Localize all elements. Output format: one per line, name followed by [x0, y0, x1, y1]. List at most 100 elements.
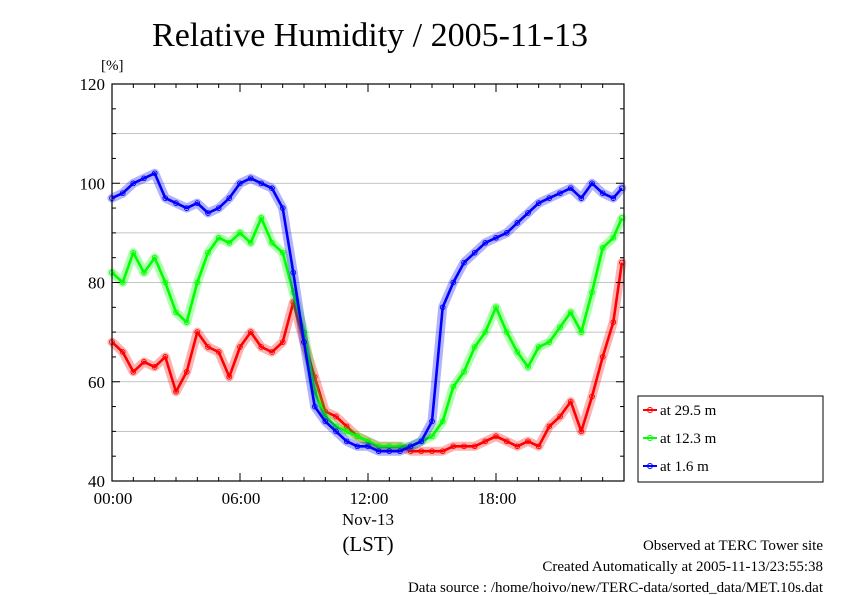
data-point: [589, 180, 595, 187]
data-point: [407, 443, 414, 450]
data-point: [183, 368, 190, 375]
data-point: [130, 249, 137, 256]
legend-entries: at 29.5 m at 12.3 m at 1.6 m: [643, 403, 717, 475]
legend-entry: at 1.6 m: [643, 459, 709, 475]
data-point: [546, 339, 553, 345]
data-point: [173, 309, 179, 316]
data-point: [151, 254, 158, 261]
y-axis: 40 60 80 100 120: [80, 75, 624, 491]
data-point: [247, 175, 254, 182]
data-point: [301, 339, 307, 345]
data-point: [226, 239, 233, 246]
data-point: [461, 443, 467, 450]
data-point: [482, 329, 489, 335]
data-point: [535, 344, 542, 350]
data-point: [258, 180, 265, 187]
data-point: [141, 175, 147, 182]
data-point: [557, 324, 563, 331]
data-point: [429, 433, 435, 440]
data-point: [429, 448, 435, 455]
series-line: [111, 216, 624, 448]
grid: [112, 133, 624, 432]
data-point: [279, 249, 286, 256]
data-point: [471, 443, 478, 450]
data-point: [119, 349, 126, 355]
data-point: [354, 443, 361, 450]
data-point: [173, 200, 179, 206]
data-point: [514, 220, 521, 226]
data-point: [247, 329, 254, 335]
legend-marker: [647, 407, 653, 413]
data-point: [578, 428, 585, 435]
chart-title: Relative Humidity / 2005-11-13: [152, 17, 588, 54]
data-point: [194, 329, 201, 335]
data-point: [429, 418, 435, 425]
data-point: [237, 230, 243, 236]
data-point: [439, 448, 446, 455]
legend-entry: at 29.5 m: [643, 403, 717, 419]
x-tick-label: 00:00: [94, 489, 133, 508]
data-point: [546, 195, 553, 201]
data-point: [130, 368, 137, 375]
data-point: [450, 279, 457, 286]
data-point: [482, 438, 489, 445]
data-point: [503, 438, 510, 445]
data-point: [450, 383, 457, 390]
x-axis: 00:00 06:00 12:00 18:00: [94, 84, 625, 508]
data-point: [333, 413, 339, 420]
data-point: [589, 289, 595, 296]
data-point: [439, 418, 446, 425]
data-point: [279, 205, 286, 211]
data-point: [205, 344, 211, 350]
series-3: [107, 168, 627, 456]
data-point: [610, 319, 617, 326]
data-point: [215, 234, 222, 241]
data-point: [183, 205, 190, 211]
data-point: [205, 210, 211, 216]
data-point: [151, 170, 158, 177]
data-point: [525, 438, 531, 445]
data-point: [503, 230, 510, 236]
footer-created: Created Automatically at 2005-11-13/23:5…: [542, 559, 823, 575]
data-point: [322, 418, 329, 425]
footer-source: Data source : /home/hoivo/new/TERC-data/…: [408, 580, 824, 595]
data-point: [226, 373, 233, 380]
data-point: [194, 200, 201, 206]
data-point: [119, 190, 126, 197]
data-point: [535, 443, 542, 450]
series-line: [111, 172, 623, 453]
data-point: [173, 388, 179, 395]
data-point: [290, 269, 297, 276]
data-point: [141, 269, 147, 276]
data-point: [258, 344, 265, 350]
data-point: [151, 364, 158, 370]
data-point: [493, 234, 499, 241]
data-point: [610, 234, 617, 241]
data-point: [567, 185, 574, 192]
data-point: [375, 448, 382, 455]
data-point: [183, 319, 190, 326]
legend-label: at 12.3 m: [660, 431, 717, 447]
data-point: [311, 403, 318, 410]
data-point: [205, 249, 211, 256]
y-tick-label: 60: [88, 373, 105, 392]
data-point: [130, 180, 137, 187]
data-point: [162, 354, 169, 360]
series-1: [107, 258, 627, 456]
data-point: [439, 304, 446, 311]
data-point: [525, 210, 531, 216]
data-point: [567, 309, 574, 316]
x-axis-unit-label: (LST): [342, 532, 393, 556]
data-point: [567, 398, 574, 405]
data-point: [599, 190, 606, 197]
data-point: [514, 349, 521, 355]
legend-marker: [647, 435, 653, 441]
data-point: [237, 344, 243, 350]
data-point: [269, 185, 275, 192]
data-point: [578, 329, 585, 335]
data-point: [599, 244, 606, 251]
x-tick-label: 18:00: [478, 489, 517, 508]
data-point: [578, 195, 585, 201]
data-point: [162, 279, 169, 286]
data-point: [482, 239, 489, 246]
